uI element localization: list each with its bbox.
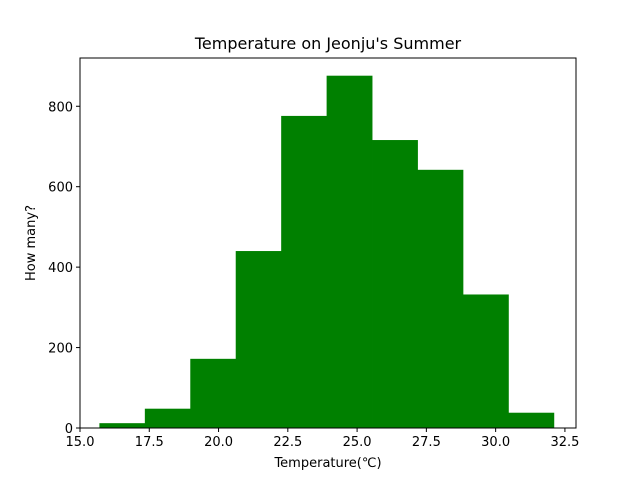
y-tick-label: 400 [48,261,73,276]
y-axis-ticks: 0 200 400 600 800 [48,100,80,437]
histogram-bar [235,251,282,428]
x-tick-label: 15.0 [66,435,95,450]
y-tick-label: 800 [48,100,73,115]
histogram-bar [508,412,555,428]
histogram-bar [144,408,191,428]
histogram-bar [417,169,464,428]
x-axis-label: Temperature(℃) [273,456,381,471]
x-tick-label: 25.0 [343,435,372,450]
y-tick-label: 0 [65,422,73,437]
y-tick-label: 200 [48,342,73,357]
x-tick-label: 32.5 [550,435,579,450]
x-tick-label: 20.0 [204,435,233,450]
histogram-bar [462,294,509,428]
histogram-bar [99,423,146,428]
histogram-bars [99,75,555,429]
x-axis-ticks: 15.0 17.5 20.0 22.5 25.0 27.5 30.0 32.5 [66,428,579,450]
histogram-bar [190,358,237,428]
x-tick-label: 27.5 [412,435,441,450]
y-tick-label: 600 [48,181,73,196]
histogram-bar [326,75,373,429]
plot-area-frame [79,57,577,429]
y-axis-label: How many? [24,205,39,281]
histogram-bar [372,140,418,429]
x-tick-label: 22.5 [273,435,302,450]
histogram-bar [281,115,328,429]
x-tick-label: 30.0 [481,435,510,450]
x-tick-label: 17.5 [135,435,164,450]
chart-title: Temperature on Jeonju's Summer [194,34,462,53]
